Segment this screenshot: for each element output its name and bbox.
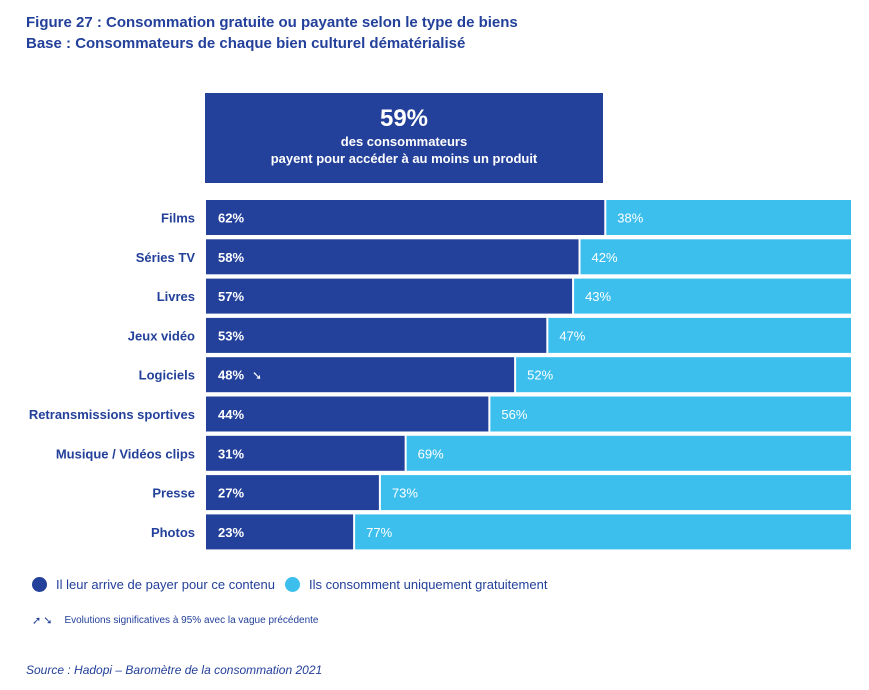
value-label-paid: 44%: [218, 407, 244, 422]
legend-swatch-paid: [32, 577, 47, 592]
category-label: Musique / Vidéos clips: [56, 446, 195, 461]
highlight-line-1: des consommateurs: [340, 134, 468, 149]
value-label-paid: 57%: [218, 289, 244, 304]
category-label: Jeux vidéo: [128, 328, 195, 343]
bar-paid: [206, 396, 489, 432]
value-label-free: 52%: [527, 368, 553, 383]
value-label-free: 38%: [617, 211, 643, 226]
value-label-paid: 48%: [218, 368, 244, 383]
value-label-free: 77%: [366, 525, 392, 540]
category-label: Logiciels: [139, 368, 195, 383]
bar-paid: [206, 278, 573, 314]
value-label-free: 73%: [392, 486, 418, 501]
legend: Il leur arrive de payer pour ce contenu …: [32, 577, 557, 592]
bar-free: [490, 396, 851, 432]
value-label-paid: 58%: [218, 250, 244, 265]
bar-free: [380, 475, 851, 511]
value-label-free: 43%: [585, 289, 611, 304]
legend-swatch-free: [284, 577, 300, 592]
highlight-line-2: payent pour accéder à au moins un produi…: [270, 151, 538, 166]
bar-paid: [206, 475, 379, 511]
bar-free: [580, 239, 851, 275]
legend-label-paid: Il leur arrive de payer pour ce contenu: [56, 577, 275, 592]
stacked-bar-chart: Films 62% 38% Séries TV 58% 42% Livres 57% 43% Je…: [29, 200, 851, 550]
bar-paid: [206, 514, 354, 550]
category-label: Retransmissions sportives: [29, 407, 195, 422]
up-down-arrows-icon: ➚➘: [32, 615, 55, 627]
value-label-free: 42%: [592, 250, 618, 265]
category-label: Photos: [151, 525, 195, 540]
value-label-paid: 31%: [218, 446, 244, 461]
value-label-paid: 23%: [218, 525, 244, 540]
bar-paid: [206, 357, 515, 393]
bar-free: [606, 200, 851, 235]
figure-title: Figure 27 : Consommation gratuite ou pay…: [26, 14, 518, 31]
bar-free: [406, 435, 851, 471]
value-label-paid: 62%: [218, 211, 244, 226]
category-label: Livres: [157, 289, 195, 304]
figure-subtitle: Base : Consommateurs de chaque bien cult…: [26, 35, 466, 52]
legend-item-paid: Il leur arrive de payer pour ce contenu: [32, 577, 275, 592]
bar-free: [574, 278, 851, 314]
value-label-free: 47%: [559, 328, 585, 343]
value-label-free: 69%: [418, 446, 444, 461]
legend-item-free: Ils consomment uniquement gratuitement: [284, 577, 548, 592]
value-label-paid: 53%: [218, 328, 244, 343]
highlight-box: 59% des consommateurs payent pour accéde…: [205, 93, 603, 183]
significance-note: ➚➘ Evolutions significatives à 95% avec …: [32, 614, 318, 627]
bar-paid: [206, 317, 547, 353]
bar-free: [548, 317, 851, 353]
bar-paid: [206, 239, 579, 275]
bar-paid: [206, 200, 605, 235]
value-label-paid: 27%: [218, 486, 244, 501]
category-label: Presse: [152, 486, 195, 501]
legend-label-free: Ils consomment uniquement gratuitement: [308, 577, 548, 592]
highlight-value: 59%: [379, 105, 429, 132]
category-label: Séries TV: [136, 250, 196, 265]
source-note: Source : Hadopi – Baromètre de la consom…: [26, 663, 323, 677]
bar-free: [355, 514, 851, 550]
bar-paid: [206, 435, 405, 471]
significance-note-text: Evolutions significatives à 95% avec la …: [64, 615, 319, 626]
bar-free: [516, 357, 851, 393]
category-label: Films: [161, 211, 195, 226]
value-label-free: 56%: [501, 407, 527, 422]
down-arrow-icon: ➘: [252, 369, 262, 383]
